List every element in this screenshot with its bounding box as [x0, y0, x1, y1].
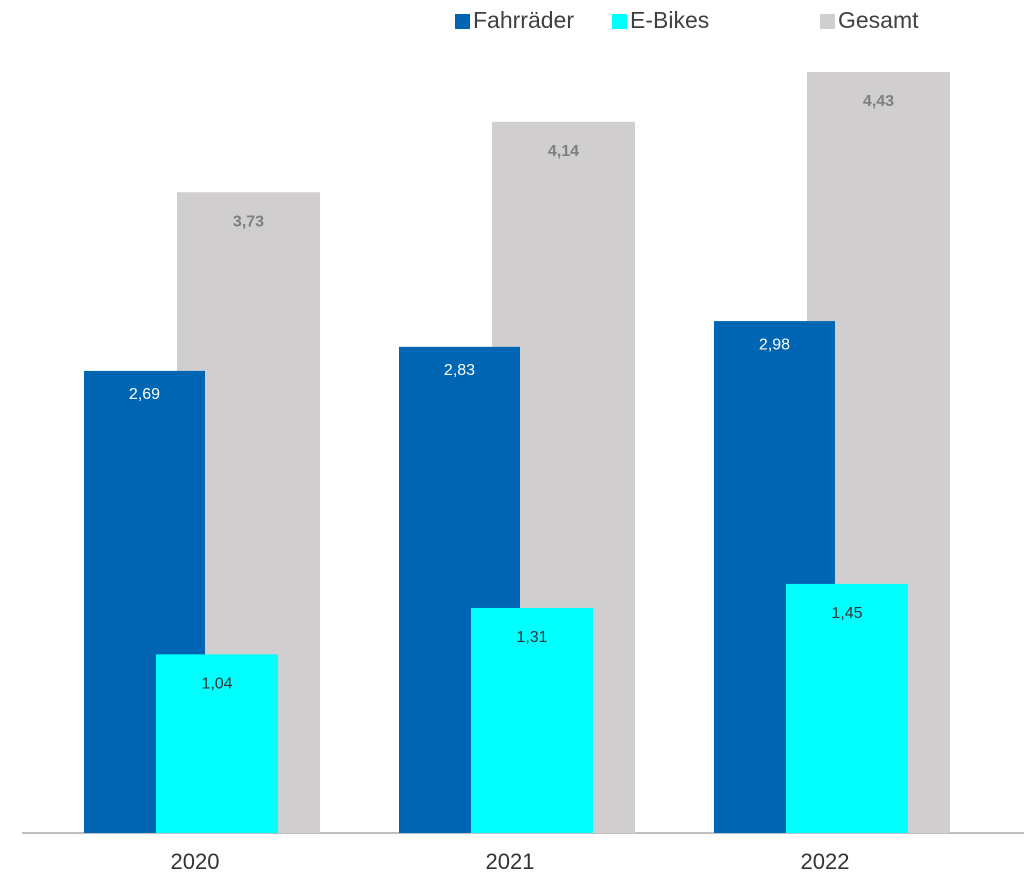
- x-tick-label: 2021: [486, 849, 535, 874]
- data-label: 2,83: [444, 362, 475, 379]
- legend-swatch: [820, 14, 835, 29]
- data-label: 3,73: [233, 213, 264, 230]
- legend-swatch: [612, 14, 627, 29]
- data-label: 1,45: [831, 605, 862, 622]
- data-label: 1,04: [201, 676, 232, 693]
- bar: [471, 607, 593, 833]
- data-label: 2,98: [759, 336, 790, 353]
- legend-label: Fahrräder: [473, 7, 574, 33]
- bar: [156, 654, 278, 833]
- legend-label: E-Bikes: [630, 7, 709, 33]
- x-tick-label: 2022: [801, 849, 850, 874]
- bar: [786, 583, 908, 833]
- legend-swatch: [455, 14, 470, 29]
- x-tick-label: 2020: [171, 849, 220, 874]
- data-label: 2,69: [129, 386, 160, 403]
- data-label: 4,43: [863, 93, 894, 110]
- data-label: 4,14: [548, 143, 579, 160]
- legend-label: Gesamt: [838, 7, 919, 33]
- data-label: 1,31: [516, 629, 547, 646]
